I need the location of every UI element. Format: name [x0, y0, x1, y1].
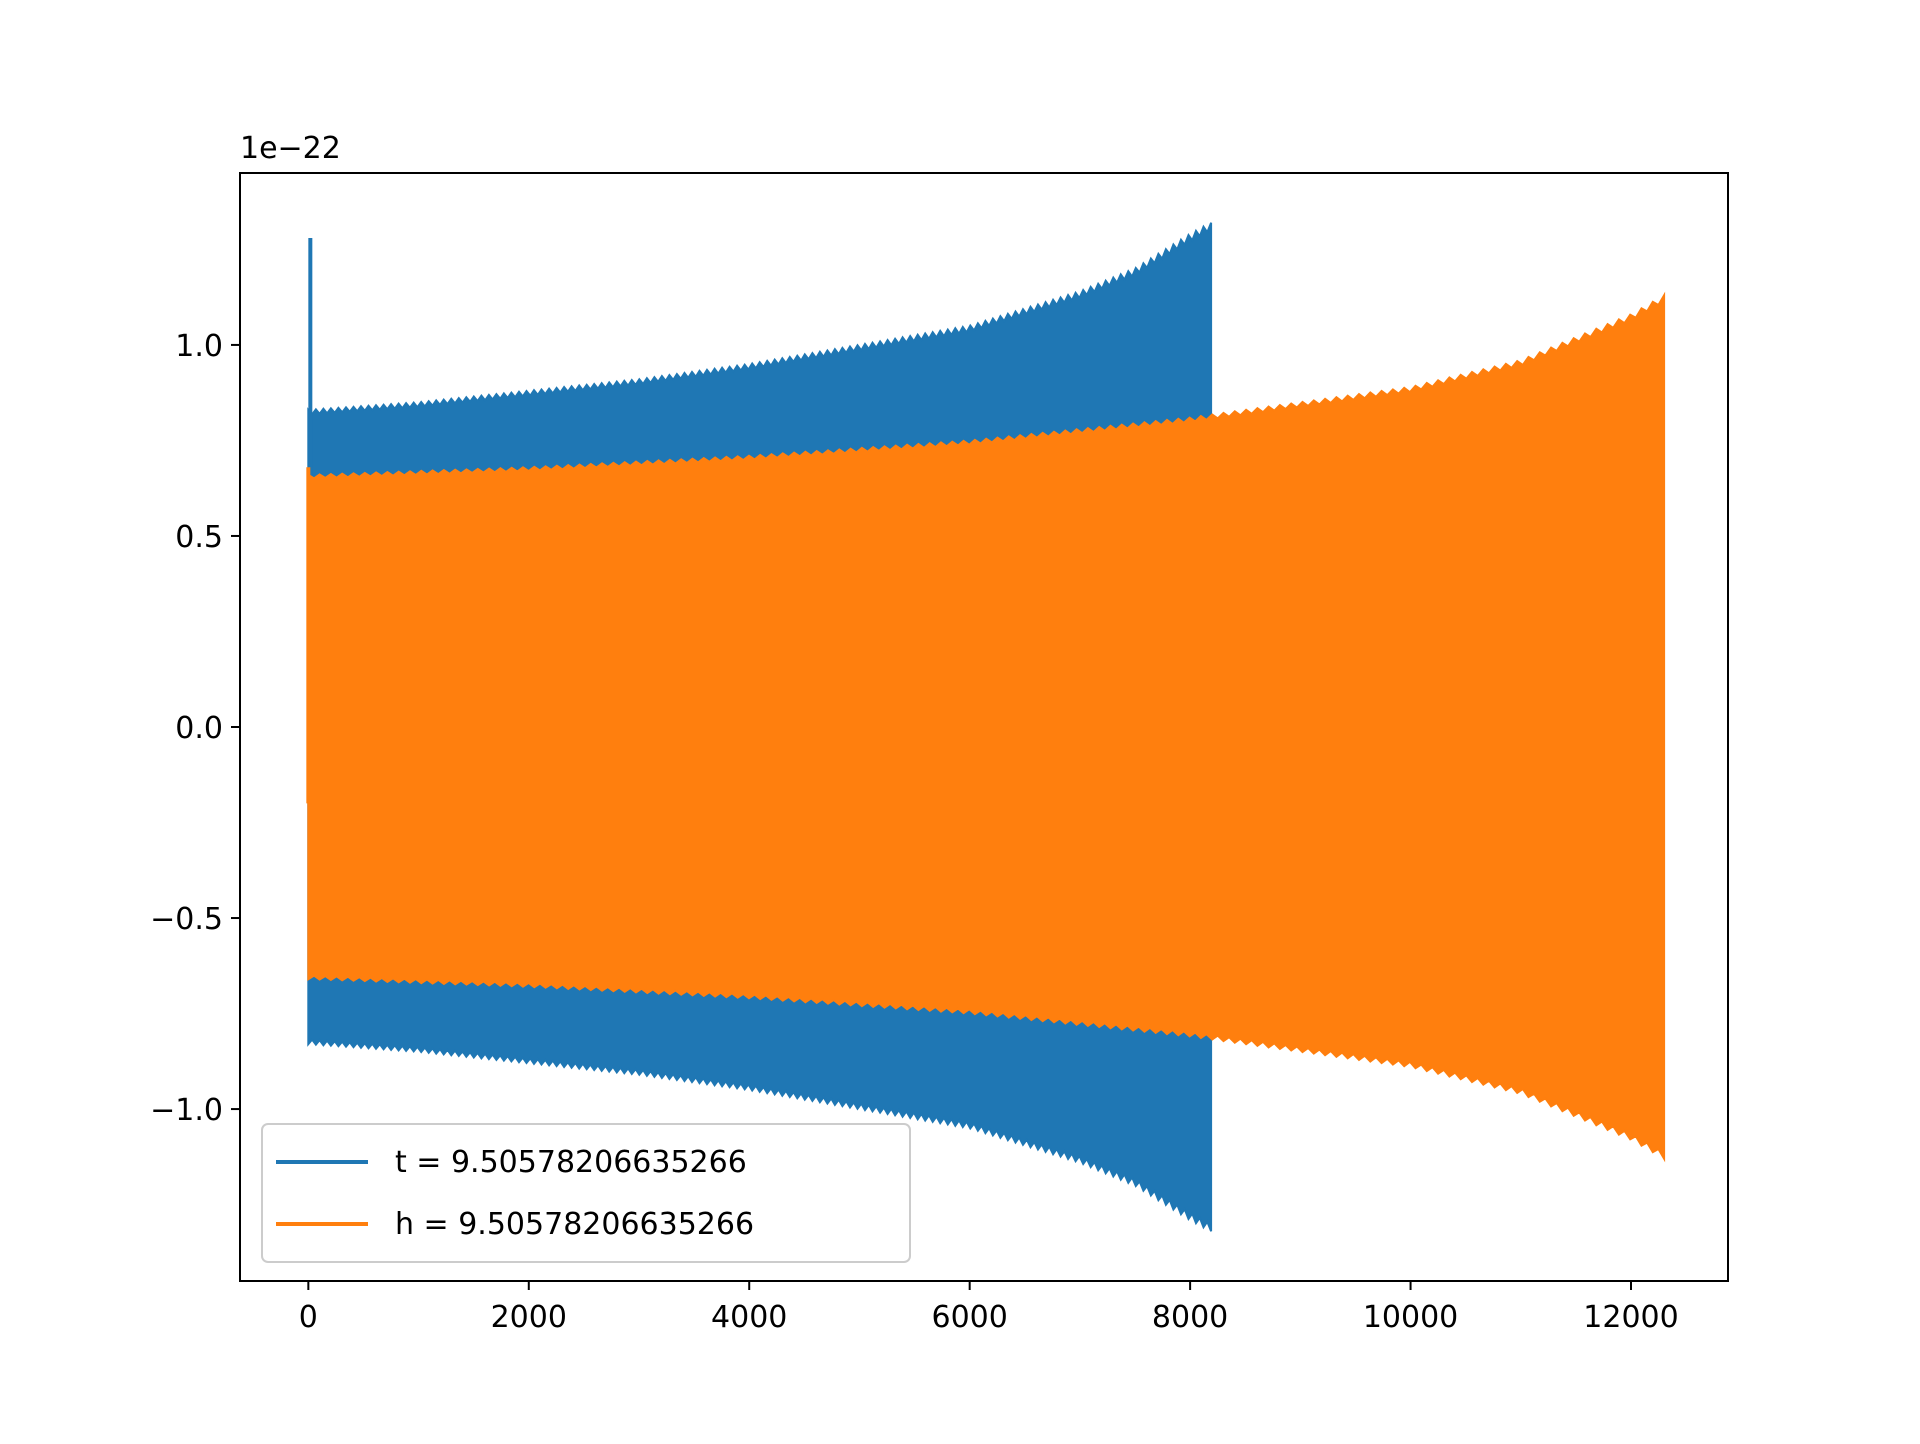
- x-tick-label: 0: [299, 1300, 318, 1335]
- legend: t = 9.50578206635266 h = 9.5057820663526…: [261, 1123, 911, 1263]
- y-tick-label: 0.0: [175, 711, 223, 746]
- legend-box: [261, 1123, 911, 1263]
- legend-label-series-1: t = 9.50578206635266: [395, 1145, 747, 1180]
- x-tick-label: 2000: [491, 1300, 567, 1335]
- x-tick-label: 6000: [931, 1300, 1007, 1335]
- x-tick-label: 8000: [1152, 1300, 1228, 1335]
- y-axis-ticks: −1.0 −0.5 0.0 0.5 1.0: [150, 329, 240, 1128]
- series-layer: [306, 222, 1666, 1232]
- x-tick-label: 12000: [1583, 1300, 1678, 1335]
- x-tick-label: 4000: [711, 1300, 787, 1335]
- x-tick-label: 10000: [1363, 1300, 1458, 1335]
- series-2-oscillation: [307, 291, 1666, 1163]
- y-tick-label: 1.0: [175, 329, 223, 364]
- y-tick-label: −0.5: [150, 902, 223, 937]
- y-tick-label: −1.0: [150, 1093, 223, 1128]
- y-tick-label: 0.5: [175, 520, 223, 555]
- legend-label-series-2: h = 9.50578206635266: [395, 1207, 754, 1242]
- y-offset-text: 1e−22: [240, 131, 341, 166]
- x-axis-ticks: 0 2000 4000 6000 8000 10000 12000: [299, 1281, 1679, 1335]
